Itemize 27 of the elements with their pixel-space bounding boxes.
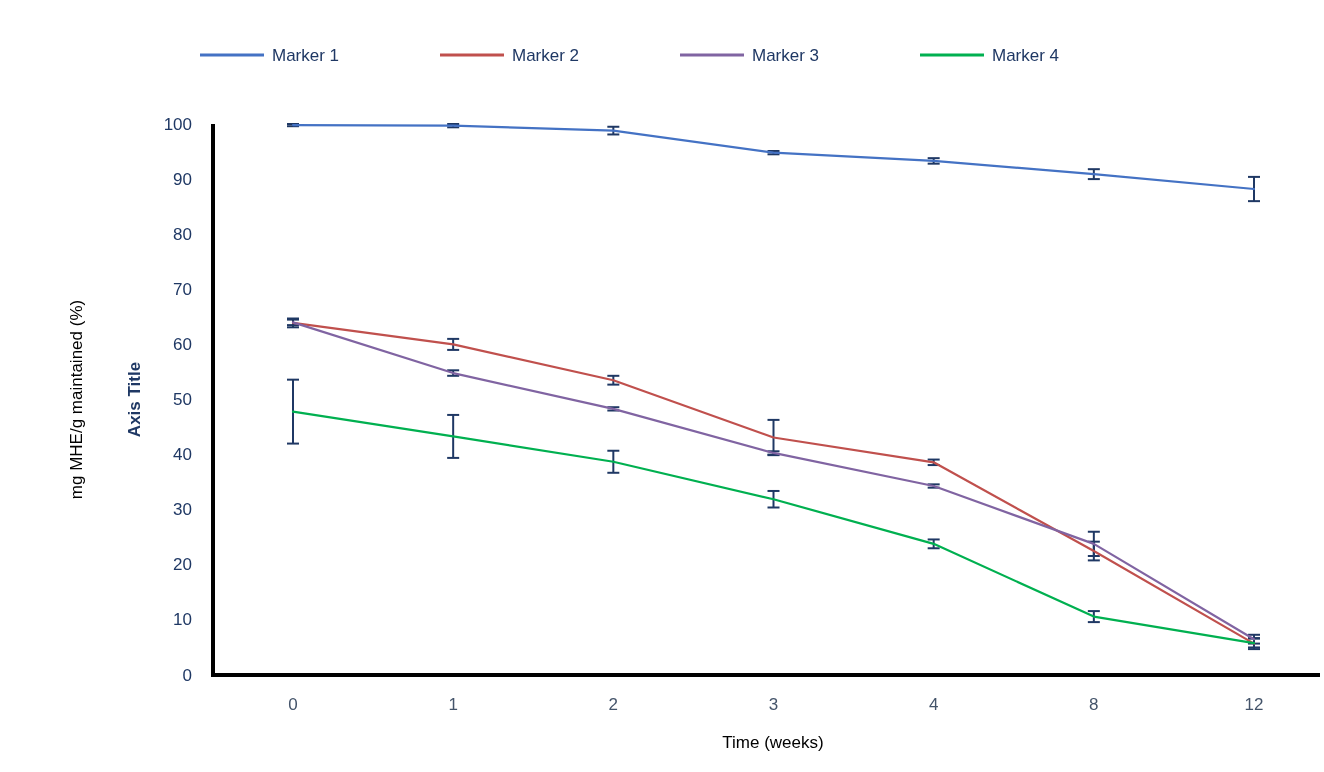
y-tick-label: 40 [173,445,192,465]
y-tick-label: 80 [173,224,192,244]
x-tick-label: 4 [928,695,939,714]
y-axis-title: mg MHE/g maintained (%) [67,299,86,500]
y-tick-label: 90 [173,169,192,189]
y-tick-label: 30 [173,500,192,520]
x-tick-label: 0 [288,695,298,714]
legend-label: Marker 3 [752,45,820,65]
text: Axis Title [125,361,144,438]
y-tick-label: 100 [163,114,192,134]
legend-label: Marker 2 [512,45,580,65]
x-tick-label: 8 [1089,695,1099,714]
y-tick-label: 0 [182,665,192,685]
line-series [291,410,1256,645]
y-tick-label: 20 [173,555,192,575]
line-series [291,124,1256,191]
legend-label: Marker 4 [992,45,1060,65]
y-tick-label: 50 [173,390,192,409]
y-tick-label: 70 [173,279,192,299]
x-tick-label: 3 [768,695,779,714]
y-tick-label: 60 [173,334,192,354]
y-tick-label: 10 [173,610,192,630]
legend-label: Marker 1 [272,45,340,65]
x-tick-label: 2 [608,695,619,714]
x-tick-label: 12 [1244,695,1264,714]
x-tick-label: 1 [448,695,458,714]
x-axis-title: Time (weeks) [722,733,824,752]
